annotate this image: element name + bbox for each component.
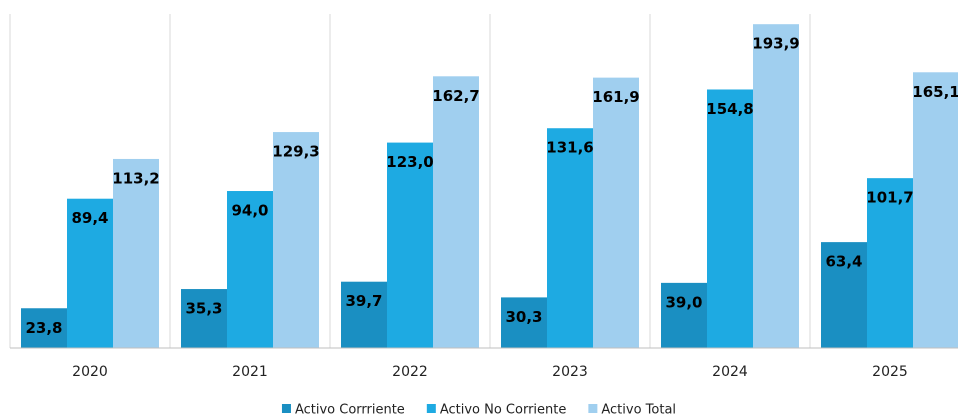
data-label: 39,0 [665,293,702,311]
bar [867,178,913,348]
bar [501,297,547,348]
legend-swatch [588,404,598,413]
data-label: 165,1 [912,83,958,101]
bar [227,191,273,348]
legend-label: Activo Corrriente [295,403,405,418]
bar [707,89,753,348]
legend-label: Activo Total [601,403,676,418]
data-label: 129,3 [272,143,319,161]
bar [913,72,958,349]
x-tick-label: 2024 [712,364,748,380]
bar [821,242,867,348]
legend-label: Activo No Corriente [440,403,567,418]
data-label: 161,9 [592,88,639,106]
x-tick-label: 2020 [72,364,108,380]
legend-swatch [426,404,436,413]
bar [547,128,593,348]
x-tick-label: 2022 [392,364,428,380]
x-tick-label: 2025 [872,364,908,380]
data-label: 193,9 [752,35,799,53]
data-label: 39,7 [345,292,382,310]
bar [273,132,319,348]
bar [67,198,113,348]
data-label: 101,7 [866,189,913,207]
bar [387,142,433,348]
data-label: 94,0 [231,202,268,220]
bar [593,77,639,348]
bar [181,289,227,348]
data-label: 113,2 [112,169,159,187]
bar [433,76,479,348]
x-tick-label: 2021 [232,364,268,380]
data-label: 123,0 [386,153,433,171]
data-label: 35,3 [185,300,222,318]
bar [753,24,799,348]
data-label: 154,8 [706,100,753,118]
bar [341,281,387,348]
x-tick-label: 2023 [552,364,588,380]
data-label: 89,4 [71,209,108,227]
legend-swatch [281,404,291,413]
data-label: 162,7 [432,87,479,105]
data-label: 30,3 [505,308,542,326]
data-label: 63,4 [825,253,862,271]
bar [113,158,159,348]
bar [21,308,67,348]
bar [661,282,707,348]
data-label: 23,8 [25,319,62,337]
data-label: 131,6 [546,139,593,157]
